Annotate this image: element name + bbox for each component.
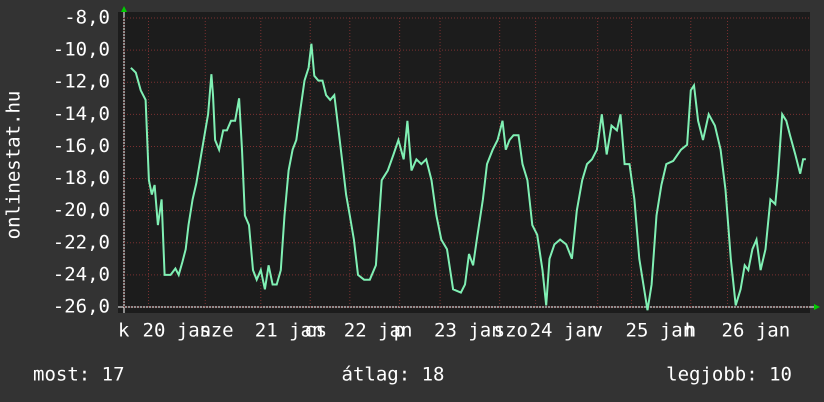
x-tick-label: v — [592, 320, 603, 342]
x-tick-label: 20 jan — [143, 320, 212, 342]
y-tick-label: -26,0 — [53, 296, 110, 318]
y-tick-label: -12,0 — [53, 71, 110, 93]
y-axis-label: onlinestat.hu — [3, 91, 25, 240]
y-tick-label: -10,0 — [53, 39, 110, 61]
y-arrow — [121, 6, 127, 12]
x-tick-label: 23 jan — [434, 320, 503, 342]
x-tick-label: 25 jan — [626, 320, 695, 342]
x-tick-label: 22 jan — [344, 320, 413, 342]
plot-area — [118, 12, 810, 313]
x-tick-label: p — [394, 320, 405, 342]
x-tick-label: 21 jan — [255, 320, 324, 342]
stat-average: átlag: 18 — [342, 364, 445, 386]
x-tick-label: k — [118, 320, 130, 342]
x-tick-label: 24 jan — [530, 320, 599, 342]
y-tick-label: -8,0 — [64, 7, 110, 29]
y-tick-label: -20,0 — [53, 199, 110, 221]
stat-best: legjobb: 10 — [666, 364, 792, 386]
x-tick-label: sze — [199, 320, 233, 342]
x-tick-label: szo — [494, 320, 528, 342]
y-tick-label: -16,0 — [53, 135, 110, 157]
x-arrow — [814, 304, 820, 310]
y-tick-label: -14,0 — [53, 103, 110, 125]
x-tick-label: h — [685, 320, 696, 342]
x-tick-label: 26 jan — [722, 320, 791, 342]
x-tick-label: cs — [304, 320, 327, 342]
data-line — [130, 43, 806, 311]
y-tick-label: -18,0 — [53, 167, 110, 189]
stat-now: most: 17 — [33, 364, 125, 386]
y-tick-label: -24,0 — [53, 263, 110, 285]
y-tick-label: -22,0 — [53, 231, 110, 253]
